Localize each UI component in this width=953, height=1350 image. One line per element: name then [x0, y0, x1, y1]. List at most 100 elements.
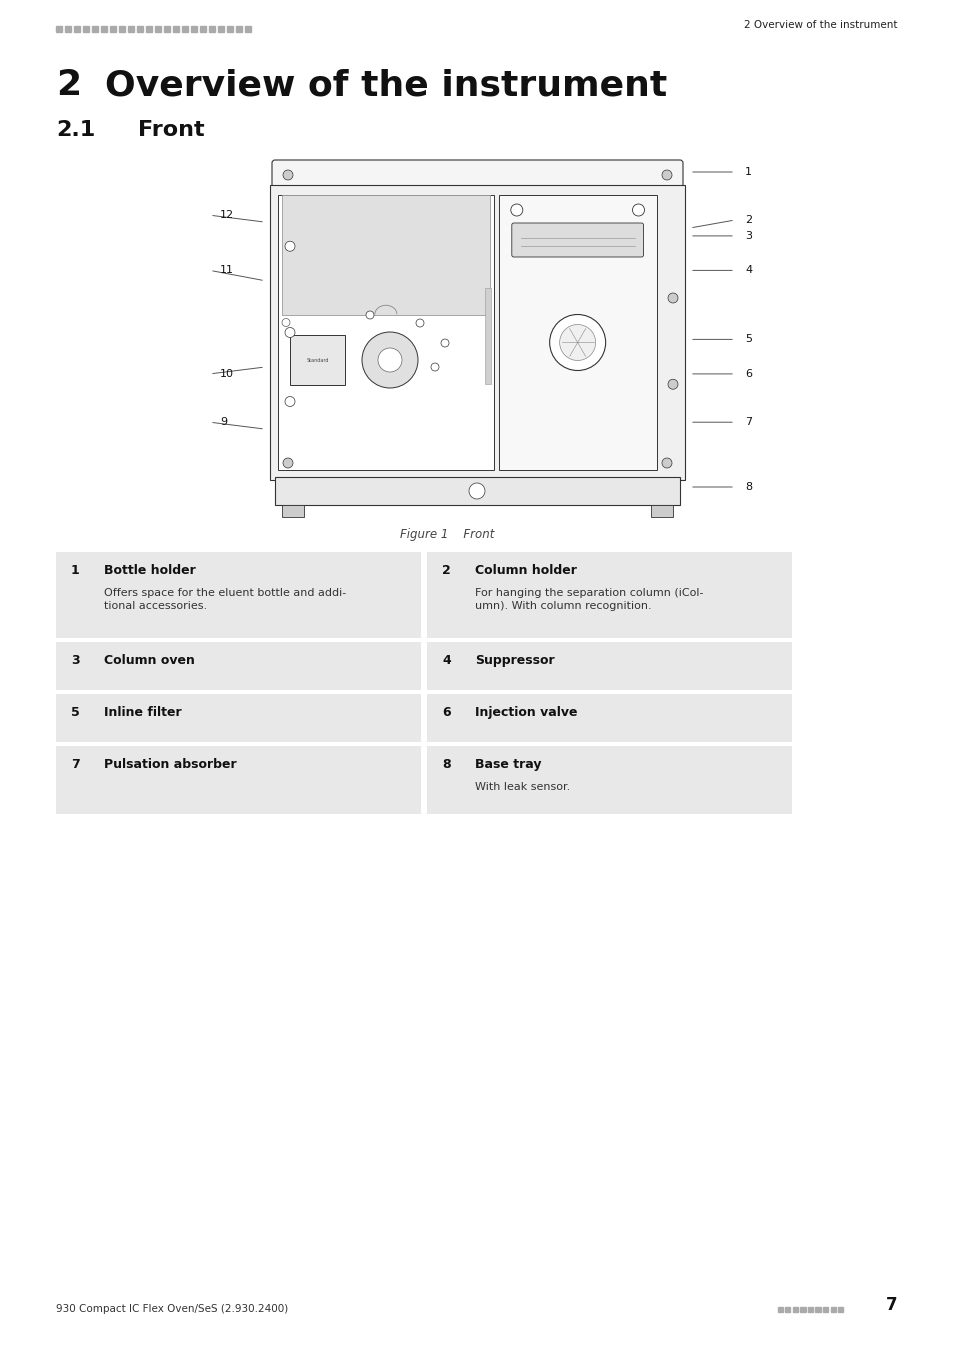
Bar [800, 1307, 804, 1312]
Bar [792, 1307, 797, 1312]
Bar [56, 552, 420, 639]
Bar [128, 26, 133, 32]
Bar [277, 194, 494, 470]
Text: 8: 8 [744, 482, 751, 491]
Circle shape [510, 204, 522, 216]
Circle shape [431, 363, 438, 371]
Text: 3: 3 [71, 653, 79, 667]
Text: 9: 9 [220, 417, 227, 427]
Text: 6: 6 [744, 369, 751, 379]
Bar [146, 26, 152, 32]
Text: Column holder: Column holder [475, 564, 577, 576]
Circle shape [377, 348, 401, 373]
Text: 2: 2 [744, 215, 751, 225]
Bar [245, 26, 251, 32]
Bar [200, 26, 206, 32]
Text: 4: 4 [441, 653, 450, 667]
Bar [484, 288, 490, 385]
Circle shape [285, 242, 294, 251]
Text: 7: 7 [71, 757, 80, 771]
Bar [290, 335, 345, 385]
Circle shape [416, 319, 423, 327]
Bar [650, 505, 672, 517]
Circle shape [283, 170, 293, 180]
Text: For hanging the separation column (iCol-
umn). With column recognition.: For hanging the separation column (iCol-… [475, 589, 702, 612]
Text: Standard: Standard [306, 358, 329, 363]
Text: 11: 11 [220, 266, 233, 275]
Text: 2: 2 [441, 564, 450, 576]
Bar [778, 1307, 782, 1312]
Text: 2: 2 [56, 68, 81, 103]
Bar [56, 26, 62, 32]
Circle shape [366, 310, 374, 319]
Text: 1: 1 [744, 167, 751, 177]
Text: 8: 8 [441, 757, 450, 771]
Bar [119, 26, 125, 32]
FancyBboxPatch shape [511, 223, 643, 256]
Text: 4: 4 [744, 266, 751, 275]
Bar [182, 26, 188, 32]
Text: 930 Compact IC Flex Oven/SeS (2.930.2400): 930 Compact IC Flex Oven/SeS (2.930.2400… [56, 1304, 288, 1314]
Circle shape [667, 379, 678, 389]
Circle shape [440, 339, 449, 347]
Bar [172, 26, 179, 32]
Bar [235, 26, 242, 32]
Text: Suppressor: Suppressor [475, 653, 554, 667]
Bar [822, 1307, 827, 1312]
Bar [74, 26, 80, 32]
Bar [427, 747, 791, 814]
Bar [191, 26, 196, 32]
Text: 6: 6 [441, 706, 450, 720]
Circle shape [285, 328, 294, 338]
Bar [164, 26, 170, 32]
Bar [91, 26, 98, 32]
Text: Offers space for the eluent bottle and addi-
tional accessories.: Offers space for the eluent bottle and a… [104, 589, 346, 612]
Bar [830, 1307, 835, 1312]
Text: 3: 3 [744, 231, 751, 240]
Bar [83, 26, 89, 32]
Bar [227, 26, 233, 32]
Text: Base tray: Base tray [475, 757, 541, 771]
Bar [427, 552, 791, 639]
Text: Inline filter: Inline filter [104, 706, 181, 720]
Text: With leak sensor.: With leak sensor. [475, 782, 570, 792]
Text: Overview of the instrument: Overview of the instrument [105, 68, 666, 103]
Bar [270, 185, 684, 481]
Circle shape [661, 458, 671, 468]
Text: 12: 12 [220, 211, 233, 220]
Bar [282, 505, 304, 517]
FancyBboxPatch shape [272, 161, 682, 188]
Circle shape [282, 319, 290, 327]
Text: 1: 1 [71, 564, 80, 576]
Text: Column oven: Column oven [104, 653, 194, 667]
Bar [427, 694, 791, 742]
Circle shape [361, 332, 417, 387]
Circle shape [559, 324, 595, 360]
Bar [807, 1307, 812, 1312]
Bar [65, 26, 71, 32]
Bar [137, 26, 143, 32]
Bar [56, 747, 420, 814]
Circle shape [469, 483, 484, 499]
Bar [784, 1307, 790, 1312]
Circle shape [285, 397, 294, 406]
Text: 7: 7 [744, 417, 751, 427]
Bar [815, 1307, 820, 1312]
Circle shape [667, 293, 678, 302]
Bar [498, 194, 656, 470]
Bar [427, 643, 791, 690]
Text: 2 Overview of the instrument: 2 Overview of the instrument [743, 20, 897, 30]
Circle shape [283, 458, 293, 468]
Text: Pulsation absorber: Pulsation absorber [104, 757, 236, 771]
Bar [218, 26, 224, 32]
Bar [56, 643, 420, 690]
Text: 7: 7 [885, 1296, 897, 1314]
Bar [274, 477, 679, 505]
Bar [209, 26, 214, 32]
Circle shape [661, 170, 671, 180]
Bar [154, 26, 161, 32]
Text: 5: 5 [71, 706, 80, 720]
Bar [101, 26, 107, 32]
Text: 2.1: 2.1 [56, 120, 95, 140]
Text: Figure 1    Front: Figure 1 Front [399, 528, 494, 541]
